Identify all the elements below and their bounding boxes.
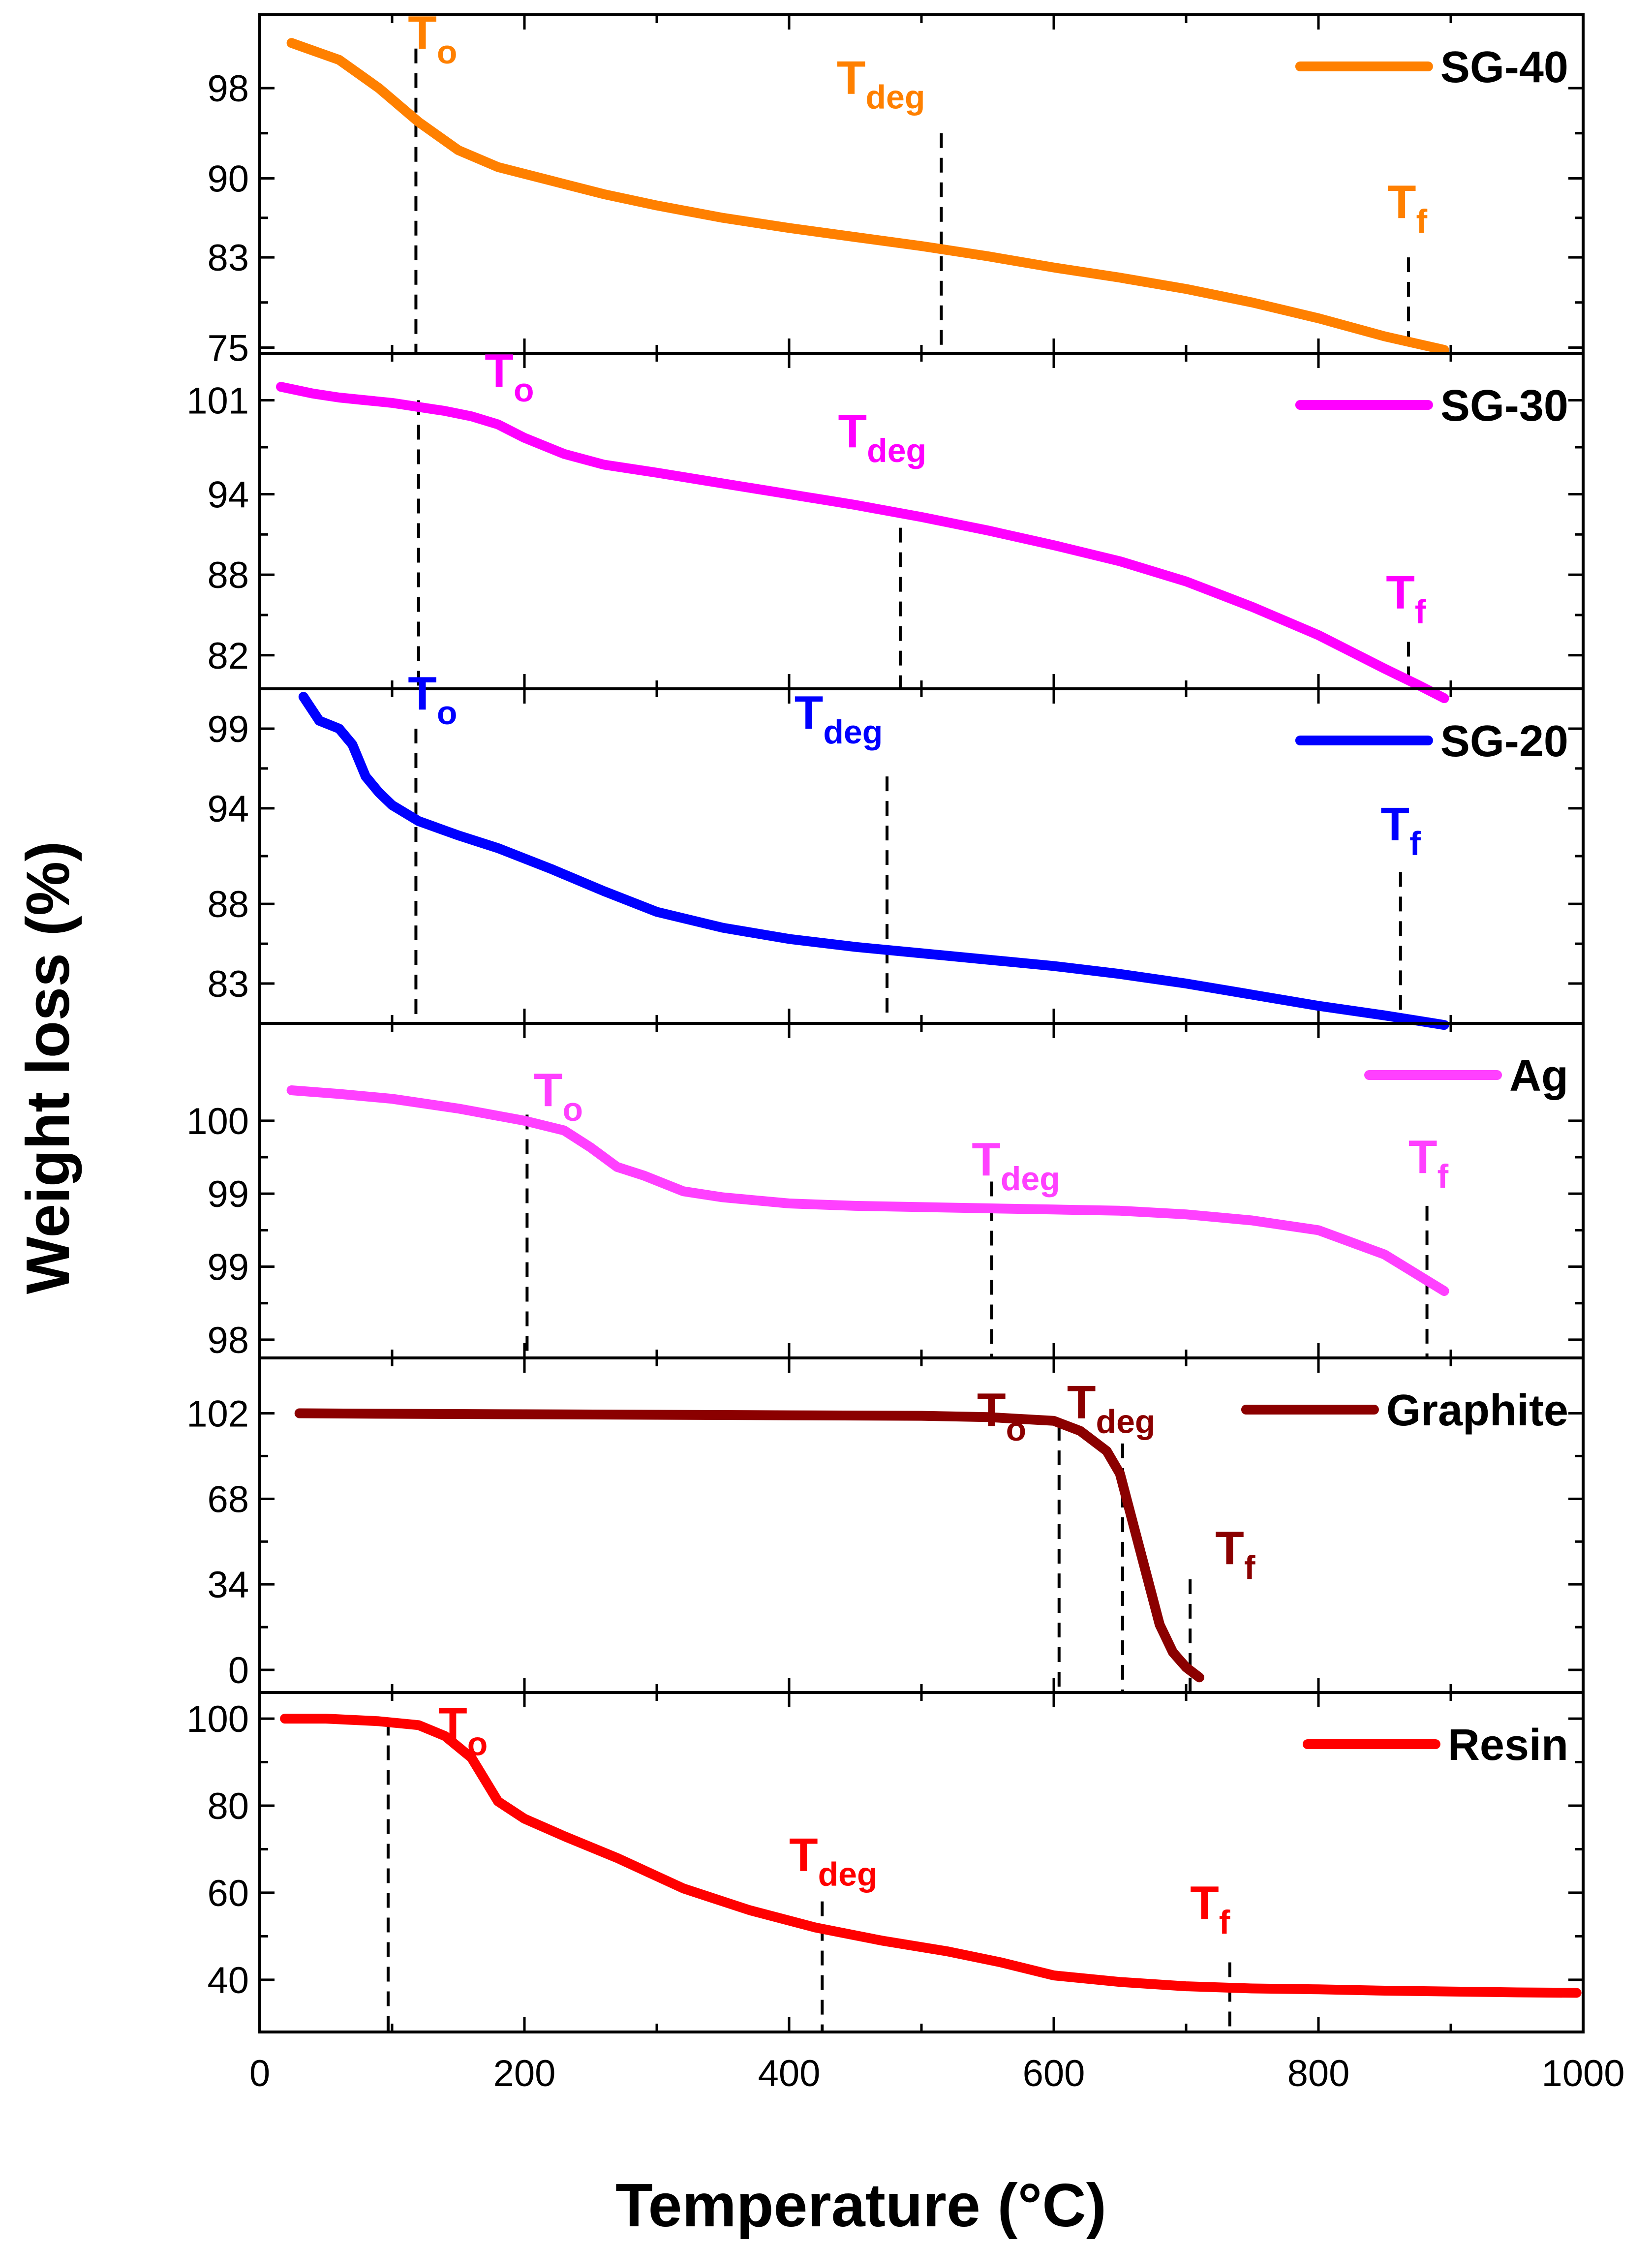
annotation-tf: Tf bbox=[1386, 566, 1426, 630]
x-tick-label: 600 bbox=[1023, 2053, 1085, 2094]
y-tick-label: 102 bbox=[186, 1393, 249, 1435]
legend-label-sg-30: SG-30 bbox=[1440, 381, 1568, 431]
panel-sg-40: 75 83 90 98 To Tdeg Tf SG-40 bbox=[207, 6, 1585, 369]
series-line-sg-40 bbox=[286, 38, 1449, 355]
y-tick-label: 98 bbox=[207, 1320, 249, 1361]
annotation-tf: Tf bbox=[1215, 1522, 1255, 1586]
y-tick-label: 75 bbox=[207, 328, 249, 369]
y-tick-label: 88 bbox=[207, 884, 249, 925]
y-tick-label: 80 bbox=[207, 1785, 249, 1827]
y-tick-label: 40 bbox=[207, 1960, 249, 2001]
y-tick-label: 34 bbox=[207, 1564, 249, 1606]
annotation-tdeg: Tdeg bbox=[972, 1133, 1060, 1198]
y-tick-label: 100 bbox=[186, 1101, 249, 1142]
annotation-tf: Tf bbox=[1408, 1131, 1449, 1195]
legend-label-graphite: Graphite bbox=[1386, 1386, 1568, 1435]
x-tick-label: 1000 bbox=[1541, 2053, 1624, 2094]
legend-label-sg-40: SG-40 bbox=[1440, 43, 1568, 92]
x-axis-title: Temperature (°C) bbox=[615, 2172, 1106, 2240]
annotation-tf: Tf bbox=[1387, 176, 1428, 240]
y-tick-label: 90 bbox=[207, 158, 249, 200]
annotation-tdeg: Tdeg bbox=[838, 405, 927, 469]
annotation-to: To bbox=[408, 667, 457, 732]
y-tick-label: 99 bbox=[207, 1247, 249, 1289]
chart-panels: 75 83 90 98 To Tdeg Tf SG-40 82 88 94 101 To Tdeg Tf SG… bbox=[186, 6, 1624, 2094]
y-tick-label: 60 bbox=[207, 1873, 249, 1914]
annotation-to: To bbox=[534, 1064, 583, 1128]
x-tick-label: 0 bbox=[249, 2053, 270, 2094]
annotation-to: To bbox=[438, 1698, 488, 1762]
y-tick-label: 94 bbox=[207, 788, 249, 830]
annotation-tf: Tf bbox=[1380, 798, 1421, 862]
annotation-tdeg: Tdeg bbox=[795, 686, 883, 751]
y-tick-label: 99 bbox=[207, 1173, 249, 1215]
annotation-tf: Tf bbox=[1190, 1877, 1230, 1941]
y-tick-label: 82 bbox=[207, 635, 249, 677]
annotation-tdeg: Tdeg bbox=[1067, 1376, 1156, 1441]
legend-label-sg-20: SG-20 bbox=[1440, 717, 1568, 766]
annotation-to: To bbox=[485, 344, 534, 409]
panel-sg-30: 82 88 94 101 To Tdeg Tf SG-30 bbox=[186, 344, 1585, 704]
y-tick-label: 99 bbox=[207, 708, 249, 750]
annotation-to: To bbox=[408, 6, 457, 71]
y-tick-label: 101 bbox=[186, 380, 249, 422]
y-tick-label: 100 bbox=[186, 1698, 249, 1740]
y-tick-label: 98 bbox=[207, 68, 249, 110]
y-tick-label: 83 bbox=[207, 237, 249, 279]
panel-sg-20: 83 88 94 99 To Tdeg Tf SG-20 bbox=[207, 667, 1585, 1030]
y-tick-label: 0 bbox=[228, 1650, 249, 1692]
y-tick-label: 88 bbox=[207, 554, 249, 596]
legend-label-ag: Ag bbox=[1509, 1051, 1568, 1101]
annotation-tdeg: Tdeg bbox=[837, 52, 925, 116]
annotation-tdeg: Tdeg bbox=[789, 1829, 878, 1893]
y-tick-label: 94 bbox=[207, 474, 249, 516]
series-line-graphite bbox=[294, 1408, 1204, 1683]
series-line-resin bbox=[280, 1714, 1582, 1998]
legend-label-resin: Resin bbox=[1448, 1721, 1568, 1770]
y-axis-title: Weight loss (%) bbox=[14, 841, 82, 1294]
y-tick-label: 68 bbox=[207, 1478, 249, 1520]
y-tick-label: 83 bbox=[207, 963, 249, 1005]
x-tick-label: 200 bbox=[493, 2053, 556, 2094]
series-line-sg-30 bbox=[276, 382, 1449, 704]
x-tick-label: 800 bbox=[1287, 2053, 1350, 2094]
panel-resin: 40 60 80 100 To Tdeg Tf Resin bbox=[186, 1691, 1585, 2033]
series-line-sg-20 bbox=[298, 692, 1449, 1030]
panel-ag: 98 99 99 100 To Tdeg Tf Ag bbox=[186, 1022, 1585, 1361]
series-line-ag bbox=[286, 1085, 1449, 1296]
x-tick-label: 400 bbox=[758, 2053, 821, 2094]
